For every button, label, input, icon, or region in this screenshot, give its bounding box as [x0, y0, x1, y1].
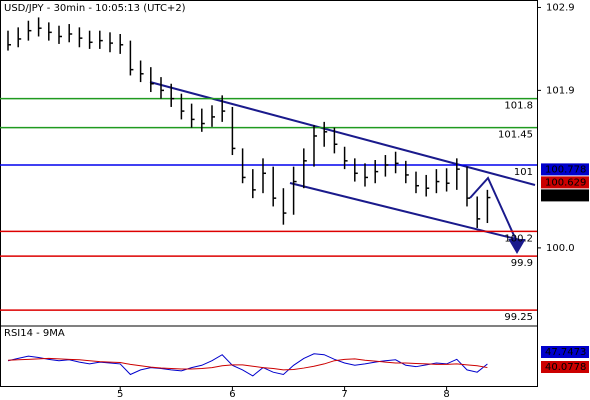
- projection-arrow: [469, 176, 517, 241]
- rsi-title: RSI14 - 9MA: [4, 328, 65, 339]
- price-box: [541, 189, 589, 202]
- channel-lower: [289, 182, 521, 241]
- x-tick-label: 8: [443, 389, 449, 400]
- x-tick-label: 7: [341, 389, 347, 400]
- value-box: [541, 361, 589, 373]
- y-tick-label: 101.9: [546, 85, 575, 96]
- rsi-line: [7, 357, 488, 371]
- y-tick-label: 102.9: [546, 2, 575, 13]
- plot-frame: [0, 0, 538, 387]
- level-label: 101.45: [498, 130, 533, 141]
- x-tick-label: 6: [229, 389, 235, 400]
- price-box: [541, 176, 589, 189]
- price-box: [541, 163, 589, 176]
- rsi-line: [7, 353, 488, 377]
- value-box: [541, 346, 589, 358]
- level-label: 99.9: [511, 258, 533, 269]
- price-box-label: 100.778: [545, 164, 586, 175]
- price-box-label: 100.629: [545, 177, 586, 188]
- level-label: 99.25: [504, 312, 533, 323]
- y-tick-label: 100.0: [546, 243, 575, 254]
- chart-title: USD/JPY - 30min - 10:05:13 (UTC+2): [4, 3, 186, 14]
- value-box-label: 40.0778: [545, 362, 586, 373]
- value-box-label: 47.7473: [545, 347, 586, 358]
- x-tick-label: 5: [117, 389, 123, 400]
- arrow-head: [508, 239, 526, 254]
- level-label: 101: [514, 167, 533, 178]
- level-label: 100.2: [504, 233, 533, 244]
- price-box-label: 100.607: [545, 190, 586, 201]
- level-label: 101.8: [504, 101, 533, 112]
